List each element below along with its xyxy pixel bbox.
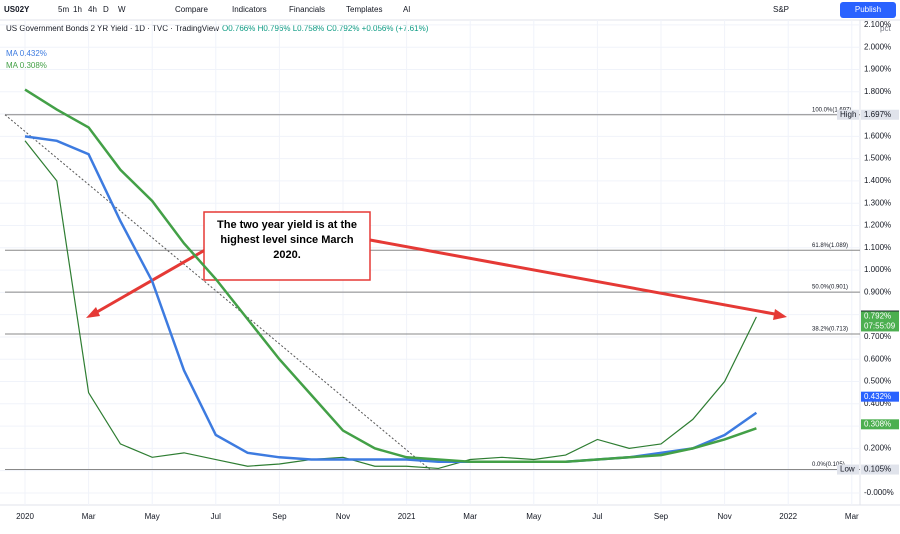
y-tick-label: 0.900% [864, 287, 891, 296]
tool[interactable]: Al [403, 5, 410, 14]
y-tick-label: 1.100% [864, 243, 891, 252]
chart-title: US Government Bonds 2 YR Yield · 1D · TV… [6, 24, 219, 33]
price-tag-label: 0.792% [864, 312, 891, 321]
series-line [24, 140, 757, 470]
arrow [369, 238, 781, 317]
x-tick-label: 2020 [16, 512, 34, 521]
y-tick-label: 0.600% [864, 354, 891, 363]
y-tick-label: 0.200% [864, 443, 891, 452]
price-tag [861, 391, 899, 402]
x-tick-label: May [526, 512, 541, 521]
symbol[interactable]: US02Y [4, 5, 30, 14]
price-tag [861, 464, 899, 475]
arrow [89, 248, 206, 318]
y-tick-label: 1.000% [864, 265, 891, 274]
interval[interactable]: 1h [73, 5, 82, 14]
publish-label[interactable]: Publish [855, 5, 881, 14]
price-tag [861, 109, 899, 120]
tool[interactable]: Compare [175, 5, 208, 14]
fib-label: 38.2%(0.713) [812, 327, 848, 333]
price-tag-label: 0.432% [864, 392, 891, 401]
x-tick-label: Jul [211, 512, 221, 521]
fib-label: 50.0%(0.901) [812, 285, 848, 291]
tag-box [837, 109, 859, 120]
y-tick-label: 2.000% [864, 42, 891, 51]
interval[interactable]: 4h [88, 5, 97, 14]
y-tick-label: 0.400% [864, 399, 891, 408]
y-tick-label: 1.800% [864, 87, 891, 96]
interval[interactable]: W [118, 5, 126, 14]
x-tick-label: Nov [336, 512, 350, 521]
publish-button[interactable] [840, 2, 896, 18]
tool[interactable]: Templates [346, 5, 382, 14]
x-tick-label: Nov [717, 512, 731, 521]
price-tag [861, 419, 899, 430]
tag-label: Low [840, 465, 855, 474]
interval[interactable]: 5m [58, 5, 69, 14]
legend-entry: MA 0.308% [6, 61, 47, 70]
fib-label: 0.0%(0.105) [812, 462, 845, 468]
x-tick-label: 2021 [398, 512, 416, 521]
y-tick-label: 1.500% [864, 154, 891, 163]
arrow-head [86, 307, 100, 318]
y-tick-label: 1.200% [864, 221, 891, 230]
price-tag-label: 1.697% [864, 110, 891, 119]
x-tick-label: Sep [654, 512, 669, 521]
x-tick-label: Mar [463, 512, 477, 521]
y-tick-label: 1.600% [864, 131, 891, 140]
y-tick-label: 2.100% [864, 20, 891, 29]
interval[interactable]: D [103, 5, 109, 14]
x-tick-label: 2022 [779, 512, 797, 521]
y-tick-label: 0.500% [864, 377, 891, 386]
arrow-head [773, 309, 787, 320]
legend-entry: MA 0.432% [6, 49, 47, 58]
ohlc: O0.766% H0.796% L0.758% C0.792% +0.056% … [222, 24, 429, 33]
x-tick-label: Mar [845, 512, 859, 521]
countdown: 07:55:09 [864, 322, 896, 331]
price-tag-label: 0.105% [864, 465, 891, 474]
axis-unit: pct [880, 24, 891, 33]
price-tag [861, 311, 899, 332]
price-tag-label: 0.308% [864, 419, 891, 428]
annotation-text: The two year yield is at the highest lev… [217, 219, 357, 261]
first-last-line [4, 114, 431, 470]
y-tick-label: 1.900% [864, 65, 891, 74]
x-tick-label: Mar [82, 512, 96, 521]
series-line [24, 88, 757, 464]
toolbar [0, 0, 900, 20]
fib-label: 100.0%(1.697) [812, 107, 851, 113]
tool[interactable]: Financials [289, 5, 325, 14]
x-tick-label: Sep [272, 512, 287, 521]
annotation: The two year yield is at the highest lev… [217, 219, 357, 261]
tag-box [837, 464, 859, 475]
y-tick-label: 1.400% [864, 176, 891, 185]
fib-label: 61.8%(1.089) [812, 243, 848, 249]
annotation-box [203, 211, 371, 281]
x-tick-label: May [145, 512, 160, 521]
y-tick-label: 0.700% [864, 332, 891, 341]
tag-label: High [840, 110, 856, 119]
x-tick-label: Jul [592, 512, 602, 521]
market[interactable]: S&P [773, 5, 789, 14]
y-tick-label: -0.000% [864, 488, 894, 497]
tool[interactable]: Indicators [232, 5, 267, 14]
y-tick-label: 1.300% [864, 198, 891, 207]
